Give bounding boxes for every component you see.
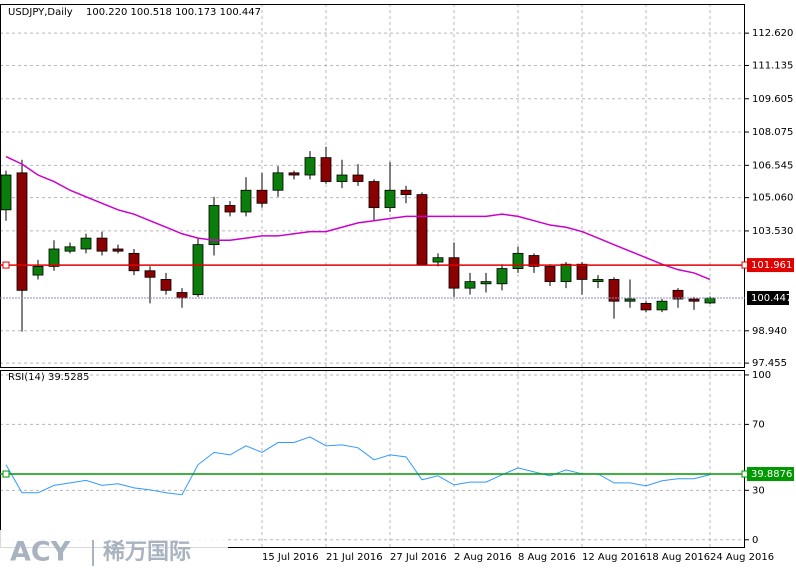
candle-body [176,292,188,299]
x-tick-label: 8 Aug 2016 [518,552,576,563]
y-tick-label: 106.545 [752,160,793,171]
candle-body [144,270,156,278]
watermark-chinese: 稀万国际 [103,539,191,565]
chart-title: USDJPY,Daily [8,7,73,18]
y-tick-label: 100 [752,370,771,381]
candle-body [256,189,268,204]
candle-body [672,289,684,300]
candle-body [336,174,348,182]
candle-body [592,279,604,283]
candle-body [384,189,396,209]
watermark: ACY 稀万国际 [0,530,228,576]
candle-body [240,189,252,213]
candle-body [576,263,588,280]
candle-body [544,265,556,283]
candle-body [464,281,476,289]
candle-body [272,172,284,191]
panel-frame [0,4,745,368]
candle-body [496,268,508,285]
candle-body [480,281,492,285]
candle-body [704,297,716,304]
level-label: 101.961 [751,260,792,271]
candle-body [16,172,28,291]
candle-body [160,279,172,291]
last-price-tag [747,291,789,306]
y-tick-label: 98.940 [752,326,787,337]
level-label: 39.8876 [751,469,792,480]
candle-body [688,298,700,302]
y-tick-label: 97.455 [752,358,787,369]
candle-body [80,237,92,250]
y-tick-label: 70 [752,419,765,430]
candle-body [400,189,412,195]
candle-body [304,157,316,176]
y-tick-label: 108.075 [752,127,793,138]
y-tick-label: 111.135 [752,60,793,71]
y-tick-label: 30 [752,485,765,496]
level-tag [747,258,794,273]
candle-body [208,205,220,246]
x-tick-label: 21 Jul 2016 [326,552,383,563]
x-tick-label: 2 Aug 2016 [454,552,512,563]
candle-body [352,174,364,182]
candle-body [640,302,652,311]
y-tick-label: 105.060 [752,193,793,204]
y-tick-label: 112.620 [752,28,793,39]
x-tick-label: 24 Aug 2016 [710,552,774,563]
candle-body [432,257,444,263]
x-tick-label: 18 Aug 2016 [646,552,710,563]
rsi-title: RSI(14) 39.5285 [8,372,89,383]
y-tick-label: 0 [752,535,758,546]
watermark-brand: ACY [10,537,71,568]
level-handle [2,261,10,269]
candle-body [288,172,300,176]
candle-body [560,263,572,283]
last-price-label: 100.447 [751,293,792,304]
y-tick-label: 109.605 [752,94,793,105]
candle-body [32,265,44,276]
ohlc-text: 100.220 100.518 100.173 100.447 [86,7,261,18]
moving-average [5,155,711,281]
candle-body [96,237,108,252]
candle-body [0,174,12,211]
candle-body [416,194,428,265]
panel-frame [0,370,745,548]
level-handle [2,470,10,478]
candle-body [112,248,124,252]
candle-body [368,181,380,209]
candle-body [448,257,460,289]
level-tag [747,467,794,482]
candle-body [192,244,204,296]
candle-body [128,252,140,272]
candle-body [224,205,236,213]
candle-body [320,157,332,182]
x-tick-label: 15 Jul 2016 [262,552,319,563]
x-tick-label: 12 Aug 2016 [582,552,646,563]
y-tick-label: 103.530 [752,226,793,237]
candle-body [64,246,76,252]
watermark-bg [0,530,228,576]
candle-body [512,252,524,269]
candle-body [656,300,668,311]
candle-body [48,248,60,267]
candle-body [608,279,620,302]
candle-body [624,298,636,302]
candle-body [528,255,540,267]
x-tick-label: 27 Jul 2016 [390,552,447,563]
